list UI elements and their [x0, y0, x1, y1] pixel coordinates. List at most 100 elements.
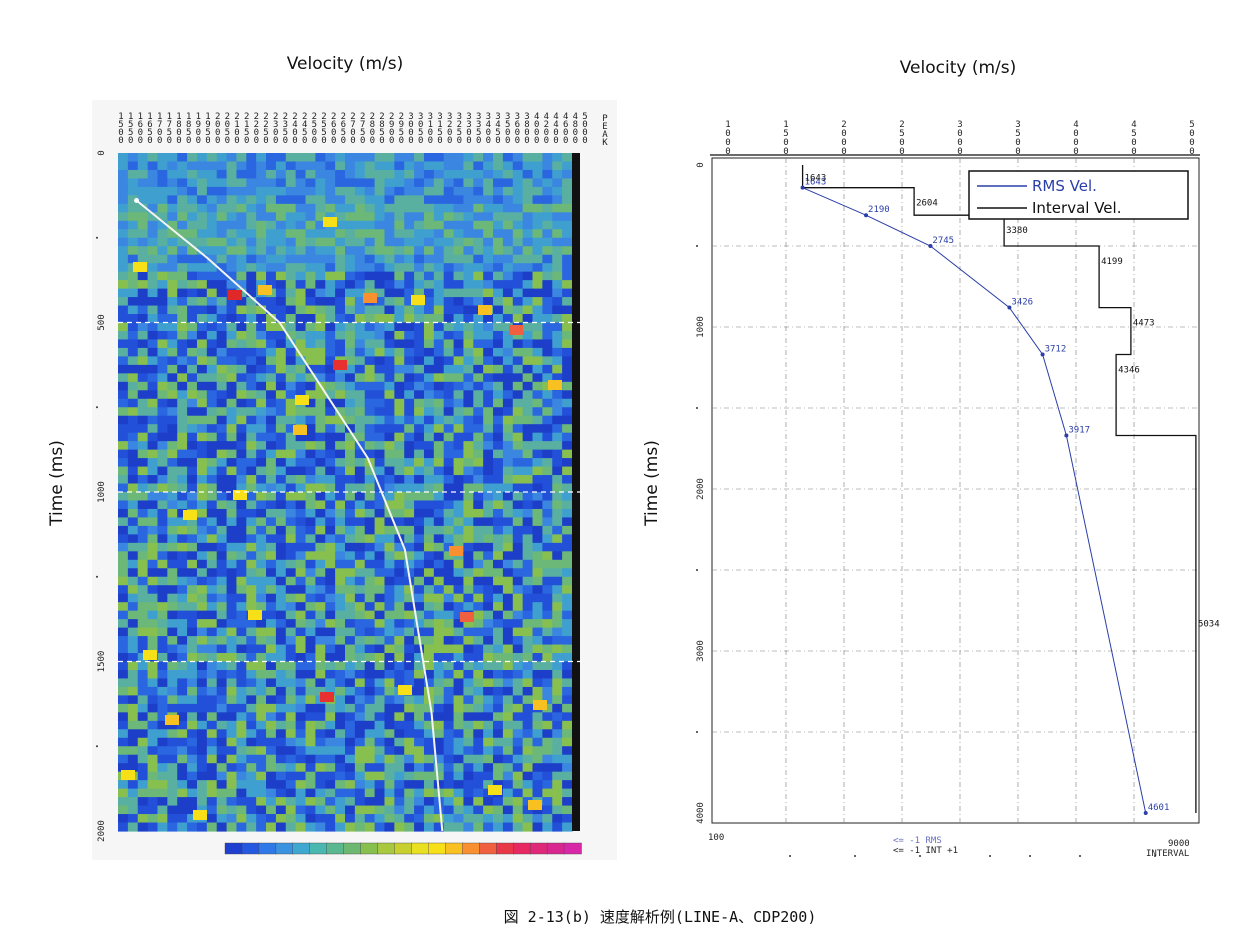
heatmap-cell	[493, 161, 504, 171]
heatmap-cell	[502, 788, 514, 798]
heatmap-cell	[226, 610, 238, 620]
heatmap-cell	[562, 220, 573, 230]
footer-left: 100	[708, 833, 724, 843]
heatmap-cell	[522, 729, 534, 739]
heatmap-cell	[226, 678, 238, 688]
heatmap-cell	[423, 551, 435, 561]
heatmap-cell	[226, 314, 238, 324]
heatmap-cell	[394, 254, 405, 264]
heatmap-cell	[137, 653, 149, 663]
heatmap-cell	[522, 576, 534, 586]
heatmap-cell	[275, 339, 287, 349]
heatmap-cell	[206, 703, 218, 713]
heatmap-cell	[374, 466, 386, 476]
heatmap-cell	[127, 805, 139, 815]
heatmap-cell	[502, 703, 514, 713]
heatmap-cell	[118, 212, 129, 222]
heatmap-cell	[216, 822, 228, 832]
heatmap-cell	[502, 475, 514, 485]
heatmap-cell	[345, 161, 356, 171]
heatmap-cell	[157, 593, 168, 603]
heatmap-cell	[335, 534, 346, 544]
heatmap-cell	[354, 593, 366, 603]
heatmap-cell	[236, 432, 247, 442]
heatmap-cell	[315, 788, 326, 798]
heatmap-cell	[266, 254, 277, 264]
heatmap-cell	[473, 458, 484, 468]
heatmap-cell	[246, 661, 257, 671]
heatmap-cell	[522, 161, 534, 171]
heatmap-cell	[483, 695, 494, 705]
heatmap-cell	[552, 220, 563, 230]
heatmap-cell	[414, 653, 425, 663]
heatmap-cell	[443, 771, 455, 781]
heatmap-cell	[325, 466, 336, 476]
heatmap-cell	[325, 153, 336, 163]
heatmap-cell	[394, 703, 405, 713]
heatmap-cell	[187, 686, 198, 696]
heatmap-cell	[187, 356, 198, 366]
heatmap-cell	[542, 339, 553, 349]
heatmap-cell	[364, 263, 376, 273]
heatmap-cell	[502, 373, 514, 383]
heatmap-cell	[374, 330, 386, 341]
y-tick-label: 3000	[696, 640, 706, 662]
heatmap-cell	[552, 483, 563, 493]
heatmap-cell	[532, 644, 543, 654]
heatmap-cell	[532, 297, 543, 307]
heatmap-cell	[315, 297, 326, 307]
heatmap-cell	[364, 212, 376, 222]
heatmap-cell	[483, 542, 494, 552]
heatmap-cell	[532, 492, 543, 502]
heatmap-cell	[285, 712, 297, 722]
heatmap-cell	[483, 653, 494, 663]
heatmap-cell	[295, 415, 307, 425]
heatmap-cell	[147, 678, 159, 688]
heatmap-cell	[187, 746, 198, 756]
heatmap-cell	[552, 390, 563, 400]
heatmap-cell	[295, 254, 307, 264]
rms-point	[928, 244, 933, 248]
heatmap-cell	[512, 373, 524, 383]
heatmap-cell	[256, 263, 267, 273]
heatmap-cell	[414, 814, 425, 824]
heatmap-cell	[206, 364, 218, 374]
heatmap-cell	[443, 398, 455, 408]
heatmap-cell	[443, 669, 455, 680]
heatmap-cell	[118, 330, 129, 341]
heatmap-cell	[147, 754, 159, 764]
heatmap-cell	[285, 330, 297, 341]
heatmap-cell	[483, 771, 494, 781]
heatmap-cell	[364, 551, 376, 561]
footer-dot	[1154, 855, 1156, 857]
heatmap-cell	[502, 559, 514, 569]
heatmap-cell	[295, 203, 307, 213]
heatmap-cell	[325, 432, 336, 442]
heatmap-cell	[305, 653, 316, 663]
heatmap-cell	[226, 449, 238, 459]
heatmap-cell	[216, 458, 228, 468]
heatmap-cell	[423, 576, 435, 586]
heatmap-cell	[246, 441, 257, 451]
heatmap-cell	[256, 254, 267, 264]
heatmap-cell	[177, 297, 188, 307]
heatmap-cell	[562, 619, 573, 629]
heatmap-cell	[463, 178, 474, 188]
heatmap-cell	[266, 356, 277, 366]
heatmap-cell	[275, 390, 287, 400]
heatmap-cell	[443, 322, 455, 332]
heatmap-cell	[157, 195, 168, 205]
heatmap-cell	[414, 229, 425, 239]
heatmap-cell	[493, 780, 504, 790]
heatmap-cell	[266, 678, 277, 688]
heatmap-cell	[552, 492, 563, 502]
heatmap-cell	[502, 407, 514, 417]
heatmap-cell	[295, 619, 307, 629]
heatmap-cell	[473, 492, 484, 502]
heatmap-cell	[502, 339, 514, 349]
heatmap-cell	[463, 754, 474, 764]
heatmap-cell	[206, 517, 218, 527]
heatmap-cell	[236, 686, 247, 696]
heatmap-cell	[394, 763, 405, 773]
heatmap-cell	[206, 500, 218, 510]
